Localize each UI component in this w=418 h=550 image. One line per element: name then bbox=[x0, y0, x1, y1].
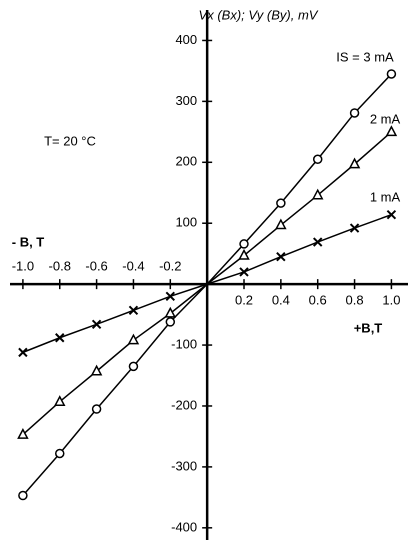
data-point bbox=[312, 154, 323, 165]
data-point bbox=[349, 223, 360, 233]
data-point bbox=[127, 333, 140, 345]
data-point bbox=[54, 395, 66, 406]
y-axis-label: Vx (Bx); Vy (By), mV bbox=[199, 7, 319, 22]
series-label: IS = 3 mA bbox=[336, 49, 394, 64]
temperature-annotation: T= 20 °C bbox=[44, 133, 96, 148]
data-point bbox=[276, 198, 286, 208]
data-point bbox=[91, 404, 102, 414]
y-tick-label: -300 bbox=[171, 458, 197, 473]
x-tick-label: 0.6 bbox=[309, 293, 327, 308]
data-point bbox=[91, 319, 102, 330]
series-line bbox=[22, 213, 392, 354]
data-point bbox=[128, 361, 139, 372]
data-point bbox=[55, 448, 65, 459]
x-tick-label: 0.2 bbox=[235, 293, 253, 308]
data-point bbox=[348, 157, 361, 169]
y-tick-label: 100 bbox=[175, 215, 197, 230]
data-point bbox=[165, 317, 176, 327]
series-label: 2 mA bbox=[370, 111, 401, 126]
data-point bbox=[386, 69, 397, 79]
data-point bbox=[313, 237, 323, 247]
x-tick-label: -0.8 bbox=[49, 259, 71, 274]
data-point bbox=[90, 364, 103, 376]
data-point bbox=[349, 108, 360, 118]
y-tick-label: -400 bbox=[171, 519, 197, 534]
data-point bbox=[385, 125, 398, 137]
series-label: 1 mA bbox=[370, 189, 401, 204]
x-tick-label: -0.2 bbox=[159, 259, 181, 274]
data-point bbox=[311, 188, 324, 200]
y-tick-label: 200 bbox=[175, 154, 197, 169]
x-tick-label: 0.4 bbox=[272, 293, 290, 308]
data-point bbox=[165, 291, 176, 302]
data-point bbox=[239, 239, 249, 249]
x-tick-label: -1.0 bbox=[12, 259, 34, 274]
x-tick-label: -0.4 bbox=[122, 259, 144, 274]
data-point bbox=[18, 490, 28, 501]
x-axis-label: +B,T bbox=[354, 320, 383, 335]
x-axis-label-negative: - B, T bbox=[12, 234, 45, 249]
data-point bbox=[128, 305, 139, 316]
y-tick-label: -100 bbox=[171, 336, 197, 351]
data-point bbox=[238, 248, 250, 260]
data-point bbox=[18, 347, 28, 358]
data-point bbox=[275, 218, 287, 230]
data-point bbox=[276, 252, 286, 262]
data-point bbox=[164, 306, 177, 318]
data-point bbox=[239, 267, 249, 277]
y-tick-label: 300 bbox=[175, 93, 197, 108]
x-tick-label: 1.0 bbox=[382, 293, 400, 308]
data-point bbox=[386, 209, 397, 220]
data-point bbox=[55, 333, 65, 343]
y-tick-label: 400 bbox=[175, 32, 197, 47]
y-tick-label: -200 bbox=[171, 397, 197, 412]
x-tick-label: 0.8 bbox=[346, 293, 364, 308]
data-point bbox=[17, 428, 29, 439]
x-tick-label: -0.6 bbox=[85, 259, 107, 274]
